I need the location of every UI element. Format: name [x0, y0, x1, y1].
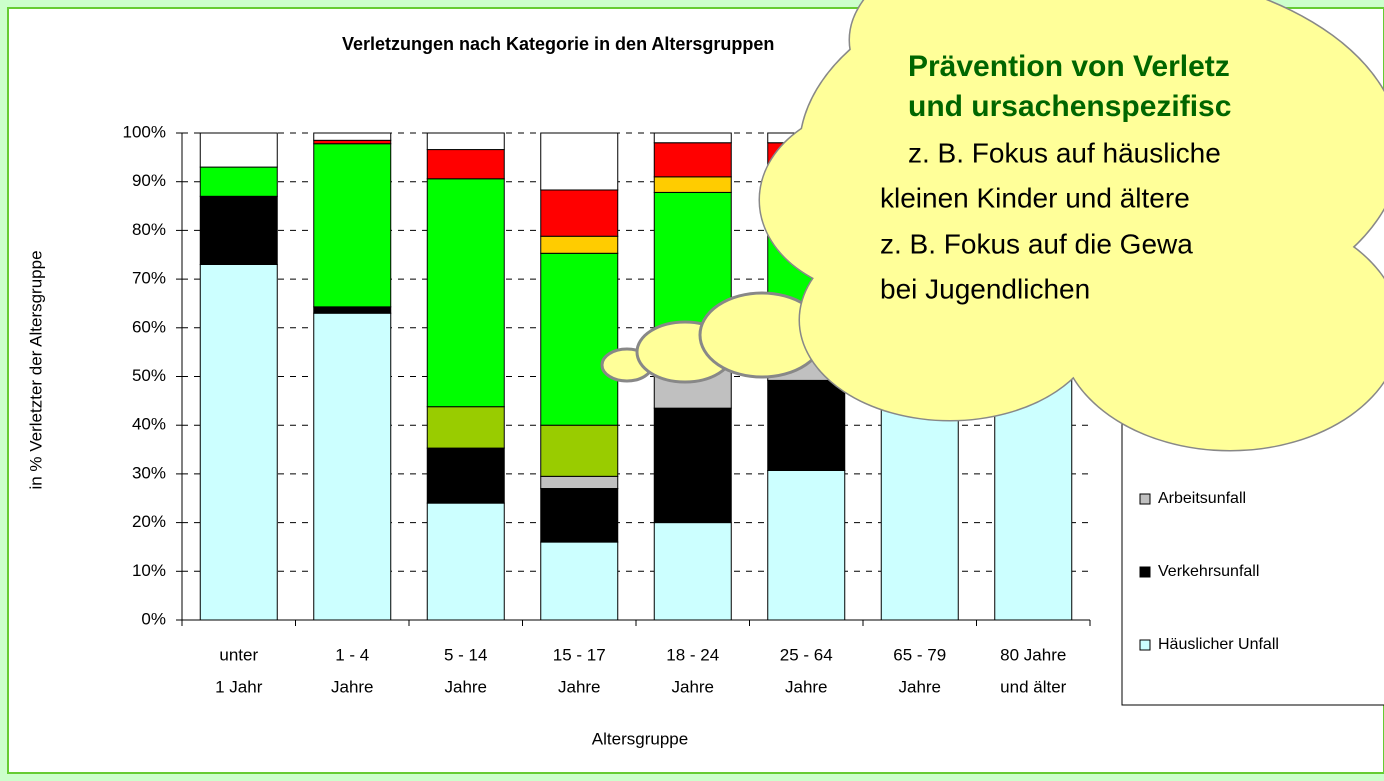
- x-tick-label: Jahre: [898, 677, 941, 696]
- bar-segment: [541, 476, 618, 488]
- x-tick-label: 15 - 17: [553, 645, 606, 664]
- legend-swatch: [1140, 567, 1150, 577]
- y-tick-label: 50%: [132, 366, 166, 385]
- bar-segment: [541, 190, 618, 236]
- bar-segment: [314, 133, 391, 140]
- slide: Verletzungen nach Kategorie in den Alter…: [0, 0, 1384, 781]
- x-tick-label: 65 - 79: [893, 645, 946, 664]
- callout-heading: und ursachenspezifisc: [908, 90, 1231, 123]
- x-tick-label: 80 Jahre: [1000, 645, 1066, 664]
- x-tick-label: 1 Jahr: [215, 677, 263, 696]
- bar-segment: [654, 408, 731, 522]
- bar-segment: [314, 307, 391, 313]
- bar-segment: [314, 144, 391, 307]
- bar-segment: [541, 425, 618, 476]
- callout-line: z. B. Fokus auf die Gewa: [880, 228, 1193, 259]
- bar-segment: [427, 179, 504, 407]
- bar-segment: [541, 236, 618, 253]
- y-tick-label: 10%: [132, 561, 166, 580]
- bar-segment: [654, 523, 731, 620]
- y-tick-label: 60%: [132, 317, 166, 336]
- y-tick-label: 90%: [132, 171, 166, 190]
- bar-segment: [200, 133, 277, 167]
- bar-segment: [541, 489, 618, 543]
- callout-heading: Prävention von Verletz: [908, 50, 1230, 83]
- bar-segment: [314, 313, 391, 620]
- chart-title: Verletzungen nach Kategorie in den Alter…: [342, 34, 774, 54]
- bar-segment: [427, 150, 504, 179]
- x-tick-label: und älter: [1000, 677, 1066, 696]
- y-tick-label: 30%: [132, 463, 166, 482]
- bar-segment: [541, 133, 618, 190]
- x-tick-label: 1 - 4: [335, 645, 369, 664]
- legend-label: Arbeitsunfall: [1158, 490, 1246, 507]
- callout-line: kleinen Kinder und ältere: [880, 182, 1190, 213]
- x-tick-label: 25 - 64: [780, 645, 833, 664]
- y-tick-label: 40%: [132, 415, 166, 434]
- x-tick-label: unter: [219, 645, 258, 664]
- legend-label: Häuslicher Unfall: [1158, 636, 1279, 653]
- bar-segment: [200, 264, 277, 620]
- bar-segment: [768, 470, 845, 620]
- x-tick-label: Jahre: [558, 677, 601, 696]
- bar-segment: [427, 407, 504, 448]
- x-tick-label: 18 - 24: [666, 645, 719, 664]
- x-tick-label: Jahre: [785, 677, 828, 696]
- bar-segment: [200, 167, 277, 196]
- callout-line: z. B. Fokus auf häusliche: [908, 137, 1221, 168]
- y-tick-label: 80%: [132, 220, 166, 239]
- bar-segment: [427, 448, 504, 503]
- bar-segment: [654, 177, 731, 193]
- x-tick-label: 5 - 14: [444, 645, 487, 664]
- y-axis-label: in % Verletzter der Altersgruppe: [26, 250, 45, 489]
- x-tick-label: Jahre: [671, 677, 714, 696]
- bar-segment: [768, 380, 845, 470]
- legend-swatch: [1140, 494, 1150, 504]
- callout-line: bei Jugendlichen: [880, 273, 1090, 304]
- bar-segment: [427, 133, 504, 150]
- x-axis-label: Altersgruppe: [592, 729, 688, 748]
- y-tick-label: 100%: [123, 122, 166, 141]
- legend-label: Verkehrsunfall: [1158, 563, 1259, 580]
- bar-segment: [200, 196, 277, 264]
- y-tick-label: 70%: [132, 269, 166, 288]
- bar-segment: [314, 140, 391, 143]
- bar-segment: [427, 503, 504, 620]
- bar-segment: [541, 253, 618, 425]
- bar-segment: [654, 133, 731, 143]
- legend-swatch: [1140, 640, 1150, 650]
- x-tick-label: Jahre: [444, 677, 487, 696]
- y-tick-label: 20%: [132, 512, 166, 531]
- y-tick-label: 0%: [141, 609, 166, 628]
- x-tick-label: Jahre: [331, 677, 374, 696]
- bar-segment: [654, 143, 731, 177]
- bar-segment: [541, 542, 618, 620]
